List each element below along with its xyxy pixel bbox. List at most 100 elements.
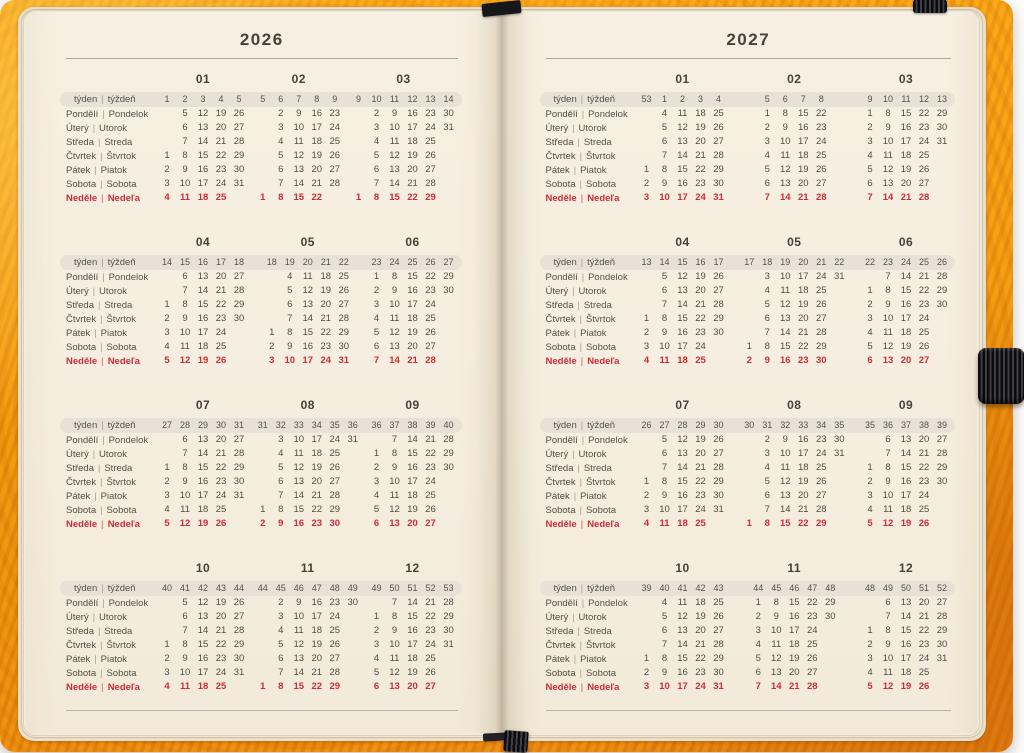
label-slovak: Piatok — [580, 654, 607, 665]
date-cell: 19 — [311, 639, 323, 650]
week-number: 28 — [179, 420, 190, 430]
label-slovak: Piatok — [580, 328, 607, 339]
month-number-heading: 03 — [898, 72, 914, 86]
month-10: 10 40 41 42 43 44 5 12 19 26 6 13 20 27 7 14 21 28 1 8 15 22 2… — [158, 557, 248, 694]
date-cell: 26 — [918, 164, 930, 175]
week-number: 12 — [918, 94, 929, 104]
date-row: 4 11 18 25 — [350, 135, 458, 149]
date-cell: 22 — [311, 504, 323, 515]
date-cell: 25 — [713, 597, 724, 608]
page-2027: 2027 týden | týždeň Pondělí | Pondelok Úterý | U… — [501, 12, 977, 733]
label-separator: | — [102, 598, 105, 608]
label-separator: | — [580, 356, 584, 366]
date-cell: 7 — [287, 313, 293, 324]
date-cell: 17 — [197, 327, 209, 338]
date-cell: 9 — [661, 490, 668, 501]
date-cell: 31 — [713, 192, 724, 203]
date-cell: 2 — [278, 597, 284, 608]
date-row: 3 10 17 24 31 — [638, 191, 728, 205]
date-cell: 28 — [815, 327, 827, 338]
date-cell: 30 — [443, 462, 454, 473]
date-cell: 6 — [867, 355, 873, 366]
date-row: 6 13 20 27 — [740, 489, 848, 503]
date-cell: 13 — [389, 341, 400, 352]
week-number: 4 — [715, 94, 721, 104]
date-row: 6 13 20 27 — [158, 121, 248, 135]
date-cell: 18 — [695, 108, 706, 119]
weekday-label: Čtvrtek | Štvrtok — [66, 475, 158, 489]
date-cell: 13 — [779, 178, 791, 189]
weekday-label-column: týden | týždeň Pondělí | Pondelok Úterý | Utorok… — [66, 394, 158, 531]
date-cell: 16 — [197, 653, 209, 664]
date-cell: 3 — [867, 490, 873, 501]
week-number: 33 — [293, 420, 304, 430]
date-cell: 11 — [180, 504, 190, 515]
date-cell: 24 — [695, 504, 706, 515]
label-separator: | — [580, 193, 584, 203]
month-04: 04 13 14 15 16 17 5 12 19 26 6 13 20 27 7 14 21 28 1 8 15 22 2… — [638, 231, 728, 368]
month-number-heading: 03 — [396, 72, 411, 86]
date-cell: 15 — [197, 299, 209, 310]
date-cell: 18 — [311, 625, 323, 636]
label-separator: | — [579, 505, 582, 515]
week-number: 4 — [218, 94, 224, 104]
date-cell: 6 — [885, 434, 891, 445]
date-cell: 12 — [779, 476, 791, 487]
date-cell: 8 — [764, 341, 770, 352]
date-row: 6 13 20 27 — [861, 177, 951, 191]
date-cell: 24 — [815, 271, 827, 282]
week-number: 16 — [197, 257, 208, 267]
date-cell: 21 — [407, 178, 418, 189]
date-cell: 11 — [780, 285, 791, 296]
year-title-left: 2026 — [239, 30, 284, 49]
date-cell: 11 — [677, 597, 688, 608]
label-slovak: Utorok — [578, 286, 607, 297]
date-cell: 12 — [677, 122, 688, 133]
date-cell: 19 — [311, 150, 323, 161]
date-cell: 9 — [661, 327, 668, 338]
date-cell: 12 — [293, 639, 305, 650]
week-number: 40 — [659, 583, 670, 593]
date-cell: 23 — [695, 667, 706, 678]
open-spread: 2026 týden | týždeň Pondělí | Pondelok Úterý | U… — [26, 12, 977, 733]
date-cell: 19 — [197, 518, 209, 529]
date-cell: 11 — [883, 327, 893, 338]
date-cell: 2 — [867, 476, 873, 487]
date-cell: 13 — [302, 299, 314, 310]
date-cell: 1 — [373, 271, 380, 282]
date-cell: 5 — [661, 122, 668, 133]
date-cell: 23 — [815, 434, 827, 445]
date-row: 5 12 19 26 — [749, 652, 839, 666]
week-number: 30 — [744, 420, 755, 430]
date-cell: 5 — [278, 462, 284, 473]
label-slovak: Piatok — [580, 165, 607, 176]
label-slovak: Piatok — [100, 328, 128, 339]
date-cell: 30 — [233, 164, 245, 175]
week-number: 34 — [816, 420, 827, 430]
week-number-strip — [539, 581, 955, 596]
label-separator: | — [94, 165, 97, 175]
date-cell: 15 — [900, 285, 912, 296]
date-cell: 23 — [815, 122, 827, 133]
date-row: 6 13 20 27 — [861, 354, 951, 368]
date-cell: 23 — [329, 597, 341, 608]
date-cell: 5 — [182, 108, 188, 119]
weekday-label: Čtvrtek | Štvrtok — [546, 312, 638, 326]
date-cell: 4 — [164, 192, 170, 203]
date-cell: 9 — [391, 108, 398, 119]
date-row: 7 14 21 28 — [263, 312, 353, 326]
date-cell: 14 — [389, 178, 400, 189]
date-cell: 21 — [695, 150, 706, 161]
date-cell: 19 — [407, 667, 418, 678]
date-row: 2 9 16 23 30 — [254, 596, 362, 610]
date-cell: 3 — [643, 681, 650, 692]
date-cell: 11 — [771, 639, 782, 650]
date-cell: 16 — [293, 518, 305, 529]
date-cell: 11 — [883, 667, 893, 678]
label-separator: | — [579, 314, 582, 324]
date-cell: 23 — [320, 341, 332, 352]
label-slovak: Streda — [583, 626, 612, 637]
date-cell: 23 — [215, 164, 227, 175]
pen-loop-elastic — [978, 348, 1024, 404]
date-cell: 7 — [182, 448, 188, 459]
